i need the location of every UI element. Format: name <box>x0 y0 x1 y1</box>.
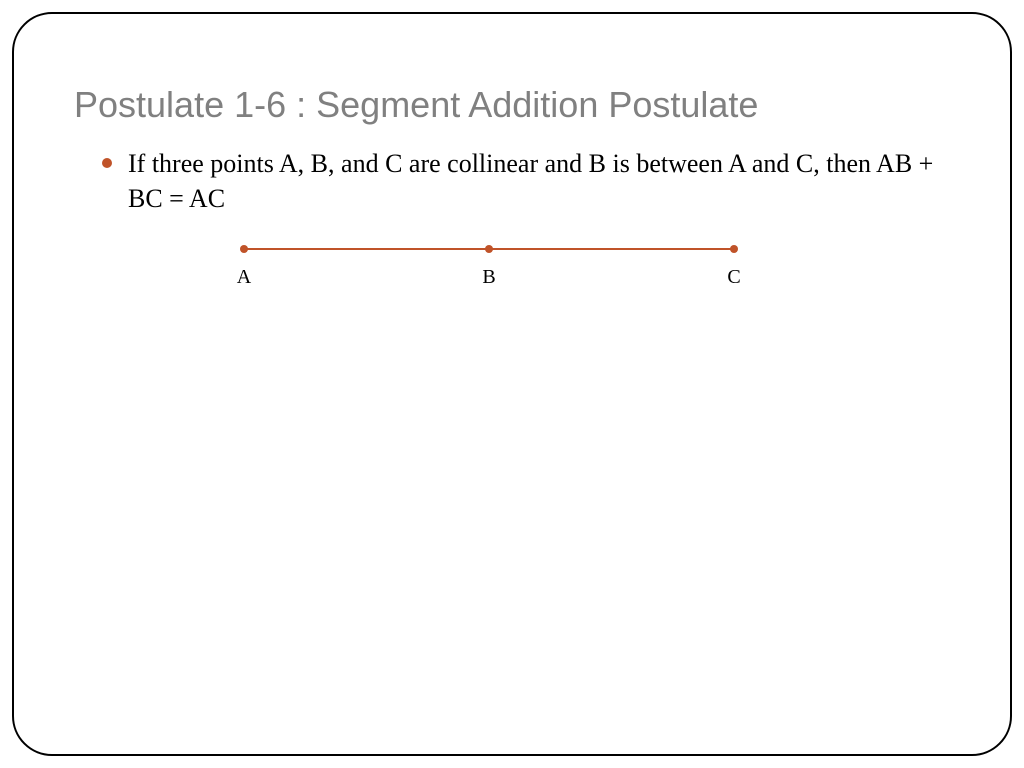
point-label-a: A <box>237 266 251 289</box>
point-dot-c <box>730 245 738 253</box>
slide-title: Postulate 1-6 : Segment Addition Postula… <box>74 84 950 126</box>
slide-frame: Postulate 1-6 : Segment Addition Postula… <box>12 12 1012 756</box>
bullet-text: If three points A, B, and C are collinea… <box>128 146 950 216</box>
point-label-b: B <box>482 266 495 289</box>
point-dot-b <box>485 245 493 253</box>
bullet-item: If three points A, B, and C are collinea… <box>74 146 950 216</box>
segment-diagram: ABC <box>244 244 764 304</box>
slide-content: Postulate 1-6 : Segment Addition Postula… <box>14 14 1010 344</box>
bullet-dot-icon <box>102 158 112 168</box>
point-label-c: C <box>727 266 740 289</box>
point-dot-a <box>240 245 248 253</box>
